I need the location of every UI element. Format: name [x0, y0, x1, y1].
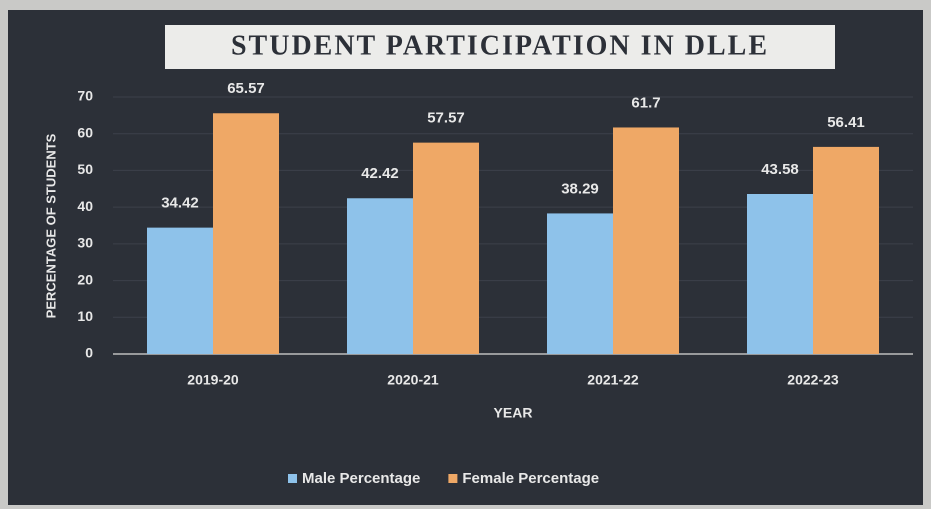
y-tick-label: 0 — [85, 345, 93, 361]
x-tick-label: 2019-20 — [187, 372, 239, 388]
y-tick-label: 40 — [77, 198, 93, 214]
bar — [747, 193, 813, 354]
bar — [547, 213, 613, 354]
y-tick-label: 50 — [77, 161, 93, 177]
data-label: 42.42 — [361, 165, 399, 182]
data-label: 38.29 — [561, 180, 599, 197]
y-tick-label: 30 — [77, 235, 93, 251]
y-tick-label: 60 — [77, 124, 93, 140]
legend-label: Female Percentage — [462, 470, 599, 487]
data-label: 34.42 — [161, 195, 199, 212]
data-label: 56.41 — [827, 114, 865, 131]
legend-swatch — [448, 474, 458, 483]
x-tick-label: 2020-21 — [387, 372, 439, 388]
y-tick-label: 70 — [77, 88, 93, 104]
chart-title: STUDENT PARTICIPATION IN DLLE — [231, 30, 769, 61]
x-tick-label: 2021-22 — [587, 372, 639, 388]
title-box — [165, 25, 835, 69]
bar — [147, 227, 213, 354]
bar — [613, 127, 679, 354]
legend-swatch — [288, 474, 297, 483]
y-tick-label: 20 — [77, 271, 93, 287]
x-axis-label: YEAR — [494, 405, 533, 421]
x-tick-label: 2022-23 — [787, 372, 839, 388]
legend-label: Male Percentage — [302, 470, 420, 487]
data-label: 61.7 — [631, 94, 660, 111]
data-label: 43.58 — [761, 161, 799, 178]
bar — [347, 198, 413, 354]
bar — [213, 113, 279, 354]
data-label: 57.57 — [427, 110, 465, 127]
data-label: 65.57 — [227, 80, 265, 97]
bar — [413, 142, 479, 354]
y-tick-label: 10 — [77, 308, 93, 324]
y-axis-label: PERCENTAGE OF STUDENTS — [43, 133, 58, 318]
bar — [813, 146, 879, 354]
